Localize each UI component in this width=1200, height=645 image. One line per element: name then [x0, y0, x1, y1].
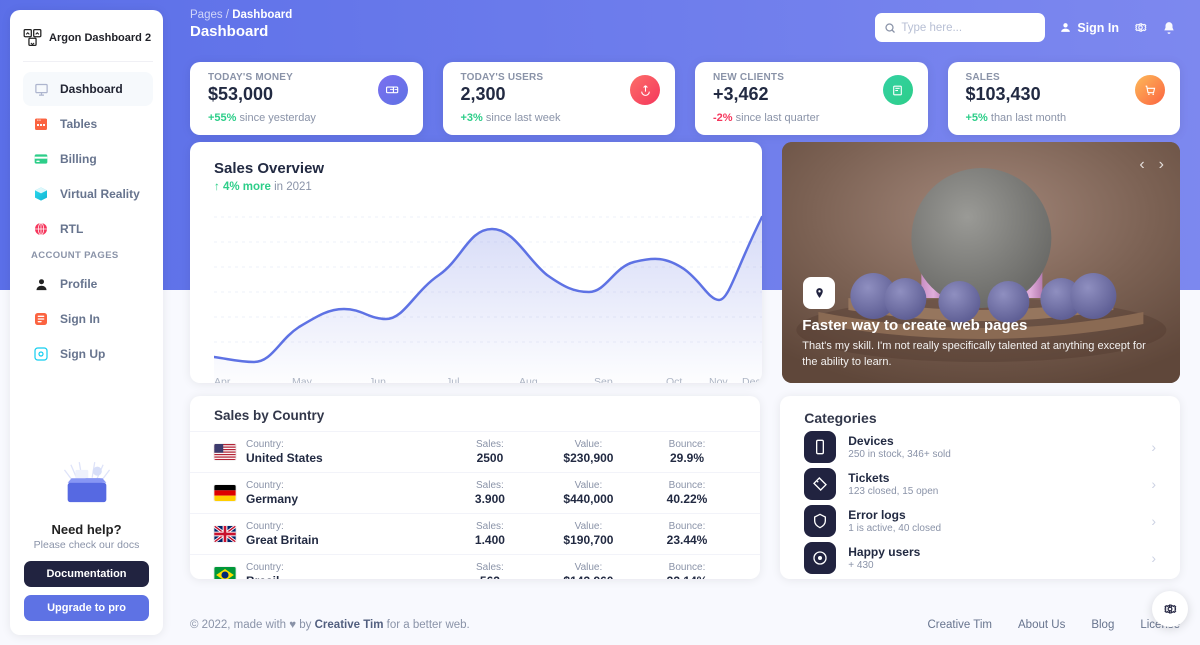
- svg-text:Dec: Dec: [742, 376, 761, 383]
- svg-text:Apr: Apr: [214, 376, 231, 383]
- svg-text:May: May: [292, 376, 313, 383]
- svg-text:Jun: Jun: [369, 376, 386, 383]
- svg-text:Jul: Jul: [446, 376, 459, 383]
- svg-text:Sep: Sep: [594, 376, 613, 383]
- svg-text:Aug: Aug: [519, 376, 538, 383]
- svg-text:Nov: Nov: [709, 376, 728, 383]
- svg-text:Oct: Oct: [666, 376, 682, 383]
